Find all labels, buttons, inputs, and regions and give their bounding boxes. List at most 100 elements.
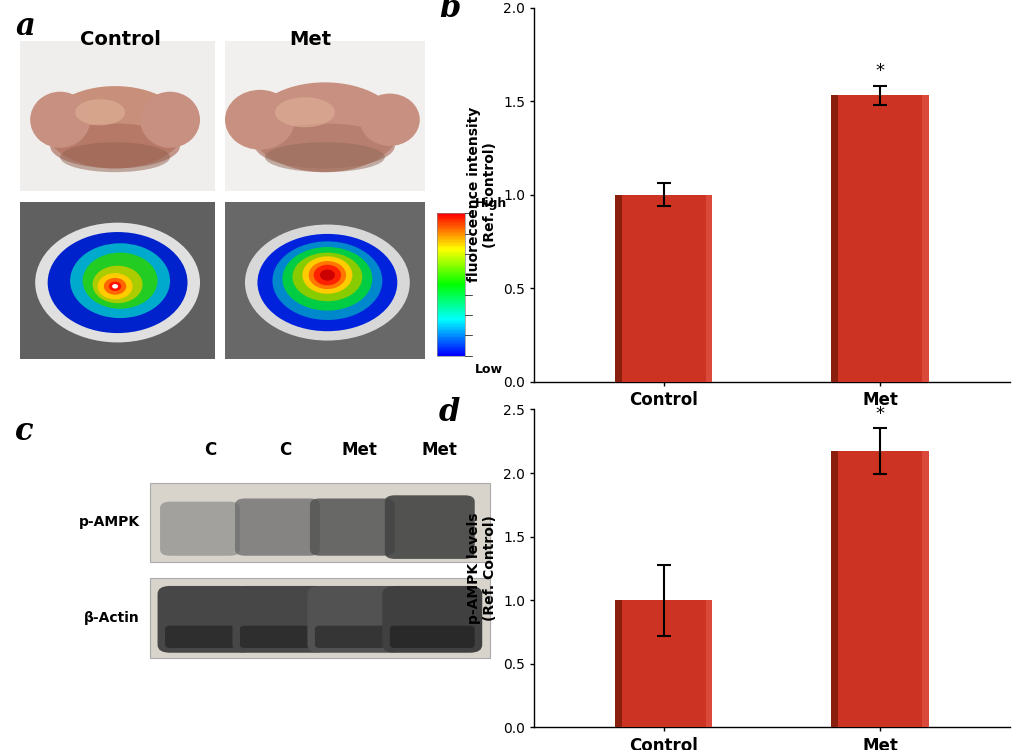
Text: Control: Control: [79, 30, 160, 49]
Bar: [614, 194, 712, 382]
Bar: [437, 344, 465, 346]
Bar: [437, 254, 465, 256]
Bar: [437, 219, 465, 220]
Bar: [437, 281, 465, 283]
Bar: [437, 319, 465, 320]
Bar: [437, 352, 465, 354]
Bar: [437, 263, 465, 265]
Bar: [437, 324, 465, 326]
Bar: [614, 194, 622, 382]
Bar: [437, 239, 465, 240]
Bar: [437, 232, 465, 233]
Bar: [437, 337, 465, 338]
Ellipse shape: [104, 278, 126, 295]
Bar: [921, 452, 928, 728]
Text: d: d: [438, 397, 460, 427]
Ellipse shape: [320, 269, 334, 280]
Text: High: High: [474, 196, 506, 209]
Bar: [437, 349, 465, 350]
Bar: [437, 293, 465, 295]
Bar: [437, 343, 465, 344]
Bar: [437, 266, 465, 267]
Bar: [437, 298, 465, 300]
Bar: [437, 296, 465, 297]
FancyBboxPatch shape: [165, 626, 245, 648]
Bar: [437, 236, 465, 238]
Ellipse shape: [48, 232, 187, 333]
FancyBboxPatch shape: [382, 586, 482, 652]
Bar: [437, 260, 465, 262]
Bar: [20, 202, 215, 359]
Bar: [437, 225, 465, 226]
Text: Met: Met: [341, 441, 377, 459]
Bar: [437, 333, 465, 334]
Bar: [437, 340, 465, 341]
Y-axis label: p-AMPK levels
(Ref. Control): p-AMPK levels (Ref. Control): [467, 513, 497, 624]
Bar: [437, 280, 465, 281]
Bar: [437, 276, 465, 278]
Bar: [437, 341, 465, 343]
Bar: [437, 213, 465, 214]
Ellipse shape: [275, 98, 334, 128]
Bar: [437, 274, 465, 276]
Bar: [437, 351, 465, 352]
Bar: [614, 600, 622, 728]
Ellipse shape: [70, 243, 170, 318]
Bar: [437, 257, 465, 259]
Ellipse shape: [98, 273, 132, 299]
Bar: [437, 334, 465, 335]
Ellipse shape: [83, 253, 157, 309]
FancyBboxPatch shape: [160, 502, 239, 556]
Ellipse shape: [282, 247, 372, 310]
Bar: [437, 244, 465, 246]
Text: c: c: [15, 416, 34, 447]
Ellipse shape: [35, 223, 200, 343]
Ellipse shape: [313, 265, 340, 285]
Text: Met: Met: [422, 441, 458, 459]
Ellipse shape: [225, 90, 294, 150]
Bar: [437, 230, 465, 232]
Bar: [437, 229, 465, 230]
Ellipse shape: [250, 82, 399, 172]
Bar: [437, 262, 465, 263]
Ellipse shape: [245, 224, 410, 340]
Bar: [437, 222, 465, 224]
Text: Met: Met: [288, 30, 330, 49]
Ellipse shape: [272, 242, 382, 320]
Bar: [437, 287, 465, 289]
Bar: [437, 251, 465, 252]
Bar: [437, 292, 465, 293]
FancyBboxPatch shape: [389, 626, 474, 648]
Bar: [20, 41, 215, 190]
Bar: [437, 304, 465, 306]
Bar: [437, 213, 465, 356]
Bar: [437, 214, 465, 216]
Bar: [437, 227, 465, 229]
Bar: [437, 347, 465, 349]
Bar: [830, 95, 838, 382]
Bar: [437, 300, 465, 302]
FancyBboxPatch shape: [315, 626, 394, 648]
Bar: [437, 330, 465, 332]
Bar: [437, 328, 465, 330]
Bar: [437, 313, 465, 314]
Bar: [437, 265, 465, 266]
Bar: [437, 248, 465, 249]
Bar: [437, 249, 465, 250]
Bar: [437, 327, 465, 328]
Bar: [150, 578, 489, 658]
Bar: [437, 295, 465, 296]
Bar: [437, 286, 465, 287]
Bar: [437, 242, 465, 243]
Bar: [437, 297, 465, 298]
Bar: [830, 452, 838, 728]
Bar: [921, 95, 928, 382]
FancyBboxPatch shape: [307, 586, 401, 652]
Bar: [437, 311, 465, 313]
Text: β-Actin: β-Actin: [85, 610, 140, 625]
Bar: [437, 326, 465, 327]
Bar: [437, 338, 465, 340]
Ellipse shape: [309, 261, 345, 289]
Bar: [437, 273, 465, 274]
Bar: [437, 335, 465, 337]
